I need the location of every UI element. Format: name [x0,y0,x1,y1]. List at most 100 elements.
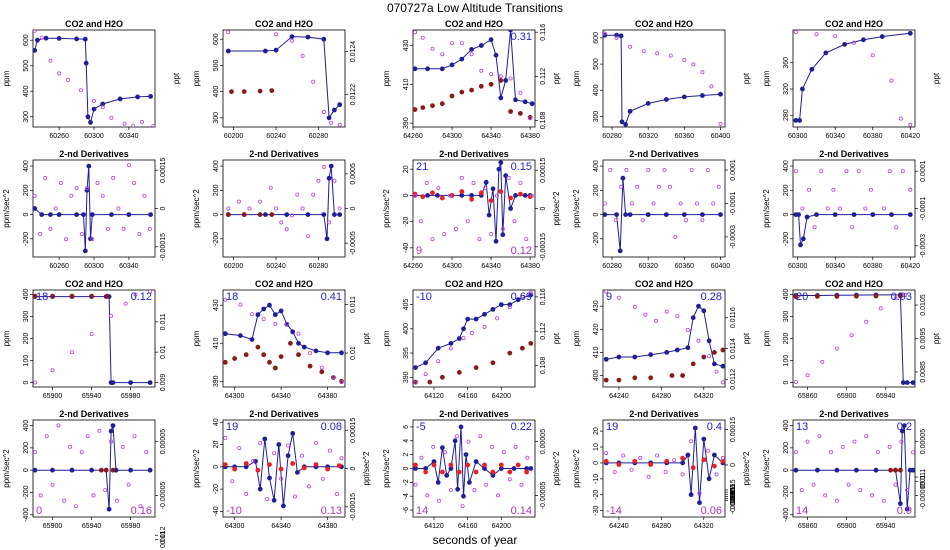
x-tick-label: 64340 [271,523,291,530]
x-tick-label: 60360 [675,263,695,270]
data-point [448,340,454,346]
y-tick-label: 0 [23,213,30,217]
data-point [74,212,79,218]
data-point [490,444,495,449]
x-tick-label: 60420 [901,263,921,270]
y-tick-label: -200 [23,485,30,499]
x-tick-label: 60420 [901,133,921,140]
data-point [701,457,707,463]
data-point [819,169,824,174]
y-axis-label: ppm [572,330,581,346]
data-point [325,466,331,472]
data-point [663,469,668,474]
data-point [529,101,535,107]
y-tick-label: 0 [23,468,30,472]
data-point [706,338,712,344]
x-tick-label: 60320 [638,263,658,270]
data-point [701,354,707,360]
data-point [700,218,705,223]
annotation-bottom-right: 0.06 [701,505,722,517]
data-point [465,462,471,468]
y2-axis-label: ppt [742,332,751,344]
data-point [223,462,228,467]
y-axis-label: ppm [762,70,771,86]
y-tick-label: -30 [593,505,600,515]
data-point [131,123,136,127]
data-point [331,375,336,380]
data-point [488,198,494,204]
x-tick-label: 60280 [602,263,622,270]
x-tick-label: 60320 [638,133,658,140]
y2-tick-label: -0.00005 [920,482,927,510]
data-point [518,111,523,116]
data-point [680,472,685,477]
y2-tick-label: -0.00015 [160,233,167,261]
x-tick-label: 64300 [225,393,245,400]
y2-tick-label: 0.0124 [350,41,357,63]
series-red [223,340,344,384]
y2-axis-label: ppt [362,332,371,344]
data-point [103,488,108,493]
x-tick-label: 64160 [458,523,478,530]
data-point [851,212,857,218]
data-point [103,467,109,473]
data-point [289,213,294,218]
series-line [604,34,721,126]
data-point [420,105,426,110]
chart-panel: CO2 and H2O 64240 64280 64320 400 410 420 430 0.… [572,279,751,400]
y2-tick-label: 0.00015 [730,417,737,442]
y-tick-label: 200 [213,184,220,196]
data-point [73,504,78,509]
data-point [461,336,466,341]
data-point [39,35,44,40]
data-point [413,365,418,371]
data-point [503,173,509,179]
annotation-top-right: 0.41 [321,291,342,303]
data-point [255,344,261,350]
y-tick-label: 400 [23,85,30,97]
data-point [89,212,95,218]
y-tick-label: 320 [783,83,790,95]
y2-tick-label: 0.0095 [730,488,737,510]
series-purple [413,290,533,385]
data-point [678,201,683,206]
data-point [809,66,815,72]
data-point [873,293,879,299]
data-point [144,450,149,455]
data-point [425,493,430,498]
annotation-bottom-left: -10 [226,505,242,517]
data-point [241,212,247,218]
data-point [900,380,906,386]
chart-panel: 2-nd Derivatives 64300 64340 64380 -40 -20 0 20… [192,409,371,530]
y-tick-label: -200 [593,232,600,246]
annotation-top-right: 0.12 [131,291,152,303]
data-point [459,89,465,95]
series-navy [33,163,154,254]
data-point [38,231,43,236]
series-purple [603,31,723,126]
data-point [267,359,272,365]
y-axis-label: ppm [572,70,581,86]
y2-tick-label: 0.011 [160,531,167,548]
data-point [313,440,318,445]
data-point [273,32,278,37]
panel-title: CO2 and H2O [65,19,123,29]
y-tick-label: -200 [23,232,30,246]
data-point [255,312,261,318]
y-tick-label: -6 [403,507,410,513]
data-point [910,380,915,385]
data-point [56,423,61,428]
data-point [618,33,624,39]
data-point [442,231,447,236]
data-point [290,329,296,335]
data-point [448,193,453,198]
y2-tick-label: 0.00005 [920,429,927,454]
data-point [269,212,275,218]
y-tick-label: 200 [23,442,30,454]
y-tick-label: 280 [783,109,790,121]
plot-area [793,423,915,512]
plot-frame [32,419,156,518]
data-point [328,163,334,169]
data-point [498,95,504,101]
data-point [237,333,243,339]
